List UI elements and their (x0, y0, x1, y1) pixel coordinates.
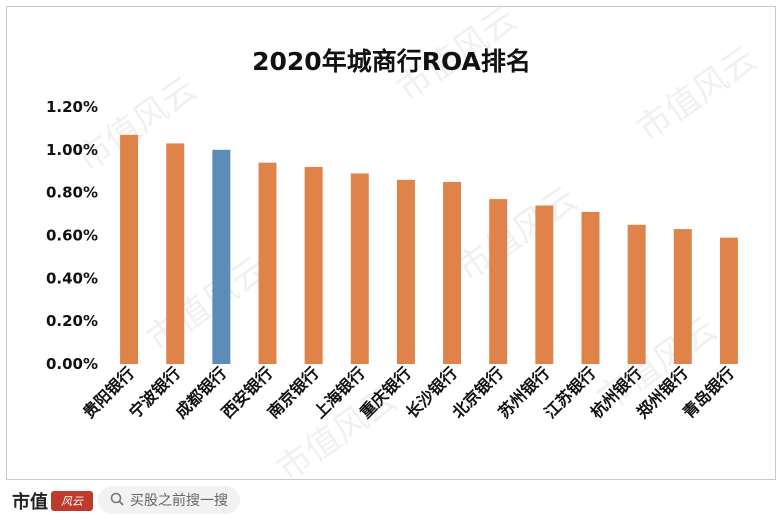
bar (581, 211, 600, 364)
bar (489, 199, 508, 364)
footer: 市值 风云 买股之前搜一搜 (0, 480, 783, 522)
brand-logo[interactable]: 市值 风云 (12, 486, 93, 516)
y-tick-label: 1.20% (46, 98, 98, 116)
bars (120, 134, 738, 364)
bar (719, 237, 738, 364)
roa-bar-chart: 0.00% 0.20% 0.40% 0.60% 0.80% 1.00% 1.20% 贵阳银行… (46, 98, 738, 422)
bar (535, 205, 554, 364)
bar (396, 179, 415, 364)
brand-mark: 风云 (51, 491, 93, 511)
y-tick-label: 0.80% (46, 184, 98, 202)
search-bar[interactable]: 买股之前搜一搜 (98, 486, 240, 514)
bar (166, 143, 185, 364)
bar (673, 229, 692, 364)
y-tick-label: 0.20% (46, 312, 98, 330)
brand-text: 市值 (12, 492, 48, 513)
bar (120, 134, 139, 364)
y-tick-label: 1.00% (46, 141, 98, 159)
y-tick-label: 0.60% (46, 227, 98, 245)
search-icon (110, 491, 124, 510)
bar (304, 166, 323, 364)
search-placeholder: 买股之前搜一搜 (130, 493, 228, 509)
bar (350, 173, 369, 364)
chart-title: 2020年城商行ROA排名 (252, 47, 531, 76)
x-tick-label: 青岛银行 (679, 363, 738, 422)
bar (443, 181, 462, 364)
x-axis-labels: 贵阳银行宁波银行成都银行西安银行南京银行上海银行重庆银行长沙银行北京银行苏州银行… (79, 363, 738, 422)
y-axis: 0.00% 0.20% 0.40% 0.60% 0.80% 1.00% 1.20% (46, 98, 98, 373)
y-tick-label: 0.40% (46, 269, 98, 287)
y-tick-label: 0.00% (46, 355, 98, 373)
bar (627, 224, 646, 364)
bar (212, 149, 231, 364)
bar (258, 162, 277, 364)
